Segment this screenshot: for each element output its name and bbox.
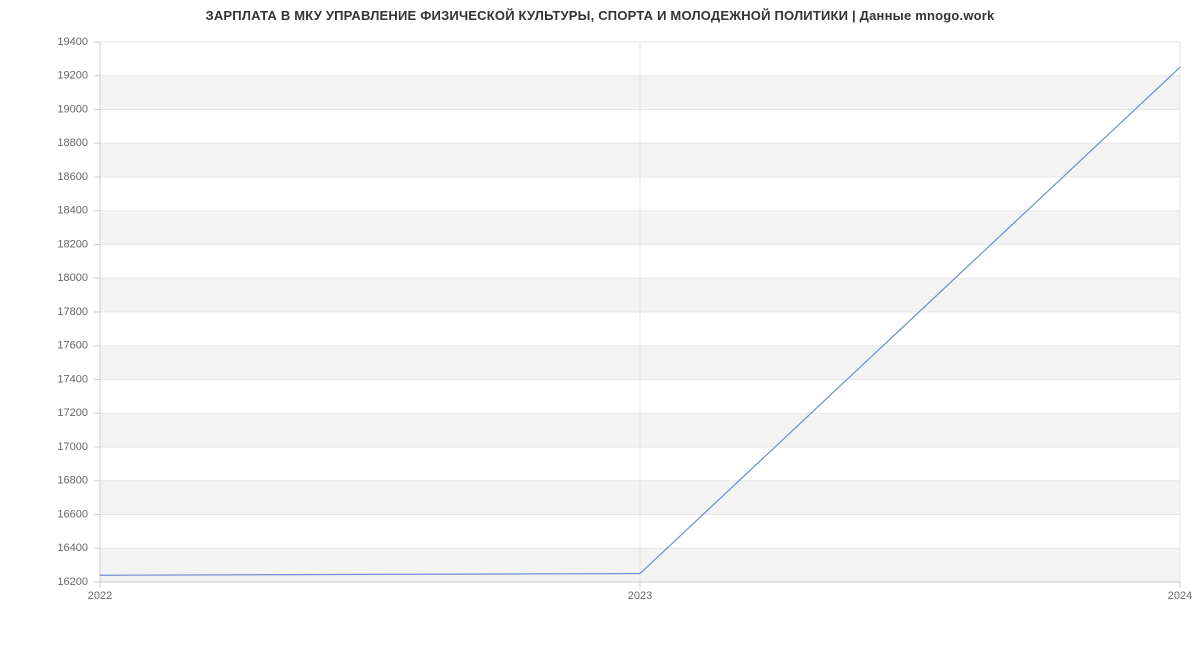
y-tick-label: 18600 — [57, 171, 88, 183]
y-tick-label: 16600 — [57, 508, 88, 520]
chart-container: ЗАРПЛАТА В МКУ УПРАВЛЕНИЕ ФИЗИЧЕСКОЙ КУЛ… — [0, 0, 1200, 650]
y-tick-label: 18000 — [57, 272, 88, 284]
y-tick-label: 17400 — [57, 373, 88, 385]
y-tick-label: 17800 — [57, 306, 88, 318]
y-tick-label: 16400 — [57, 542, 88, 554]
y-tick-label: 19000 — [57, 103, 88, 115]
y-tick-label: 18800 — [57, 137, 88, 149]
y-tick-label: 16800 — [57, 475, 88, 487]
y-tick-label: 17600 — [57, 340, 88, 352]
salary-line-chart: 16200 16400 16600 16800 17000 17200 17400 17600… — [0, 0, 1200, 650]
y-tick-label: 18200 — [57, 238, 88, 250]
x-tick-label: 2024 — [1168, 590, 1192, 602]
y-tick-label: 17000 — [57, 441, 88, 453]
y-tick-label: 18400 — [57, 205, 88, 217]
y-tick-label: 19200 — [57, 70, 88, 82]
y-tick-label: 16200 — [57, 576, 88, 588]
y-tick-label: 19400 — [57, 36, 88, 48]
x-tick-label: 2023 — [628, 590, 652, 602]
y-tick-label: 17200 — [57, 407, 88, 419]
x-tick-label: 2022 — [88, 590, 112, 602]
